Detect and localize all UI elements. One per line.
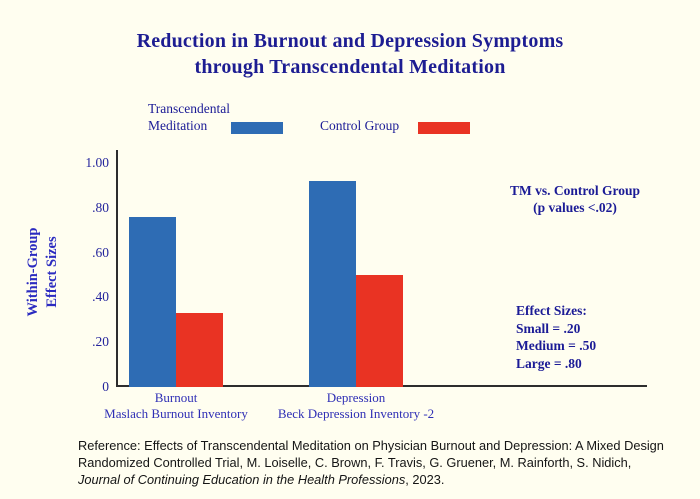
y-tick-label: 0 — [102, 379, 109, 394]
x-category-label-burnout: Burnout Maslach Burnout Inventory — [56, 390, 296, 422]
effect-sizes-key-title: Effect Sizes: — [516, 303, 587, 318]
significance-note-line2: (p values <.02) — [533, 200, 617, 215]
x-category-instrument: Maslach Burnout Inventory — [104, 406, 248, 421]
bar-burnout-control — [176, 313, 223, 387]
effect-sizes-key-small: Small = .20 — [516, 320, 581, 336]
bar-depression-tm — [309, 181, 356, 387]
x-category-name: Burnout — [154, 390, 198, 405]
effect-sizes-key: Effect Sizes: Small = .20 Medium = .50 L… — [516, 302, 596, 372]
effect-sizes-key-large: Large = .80 — [516, 355, 582, 371]
legend-tm-swatch — [231, 122, 283, 134]
y-tick-label: .20 — [92, 334, 109, 350]
y-axis-title-line1: Within-Group — [25, 227, 41, 317]
reference-line3: Journal of Continuing Education in the H… — [78, 471, 688, 488]
legend-control-label: Control Group — [320, 118, 400, 133]
y-tick-label: .40 — [92, 289, 109, 305]
chart-title: Reduction in Burnout and Depression Symp… — [0, 28, 700, 80]
y-tick-label: 1.00 — [85, 155, 109, 170]
reference-line1: Reference: Effects of Transcendental Med… — [78, 438, 664, 453]
legend-tm-label-line2: Meditation — [148, 118, 208, 133]
bar-burnout-tm — [129, 217, 176, 387]
x-category-name: Depression — [326, 390, 386, 405]
legend-tm-label-line1: Transcendental — [148, 101, 230, 116]
significance-note-line1: TM vs. Control Group — [509, 183, 641, 198]
reference-citation: Reference: Effects of Transcendental Med… — [78, 437, 688, 488]
plot-area: 0 .20 .40 .60 .80 1.00 Burnout Maslach Burnout … — [85, 155, 647, 421]
y-axis-line — [116, 150, 118, 387]
legend-control-swatch — [418, 122, 470, 134]
reference-year: , 2023. — [405, 472, 445, 487]
bar-depression-control — [356, 275, 403, 387]
reference-line2: Randomized Controlled Trial, M. Loiselle… — [78, 455, 632, 470]
x-category-instrument: Beck Depression Inventory -2 — [277, 406, 435, 421]
significance-note: TM vs. Control Group (p values <.02) — [455, 182, 695, 216]
legend-tm-label: Transcendental Meditation — [148, 100, 230, 134]
y-tick-label: .60 — [92, 244, 109, 260]
reference-journal-name: Journal of Continuing Education in the H… — [78, 472, 406, 487]
x-category-label-depression: Depression Beck Depression Inventory -2 — [236, 390, 476, 422]
y-tick-label: .80 — [92, 199, 109, 215]
chart-title-line1: Reduction in Burnout and Depression Symp… — [136, 30, 564, 52]
chart-title-line2: through Transcendental Meditation — [194, 56, 506, 78]
effect-sizes-key-medium: Medium = .50 — [516, 338, 597, 353]
